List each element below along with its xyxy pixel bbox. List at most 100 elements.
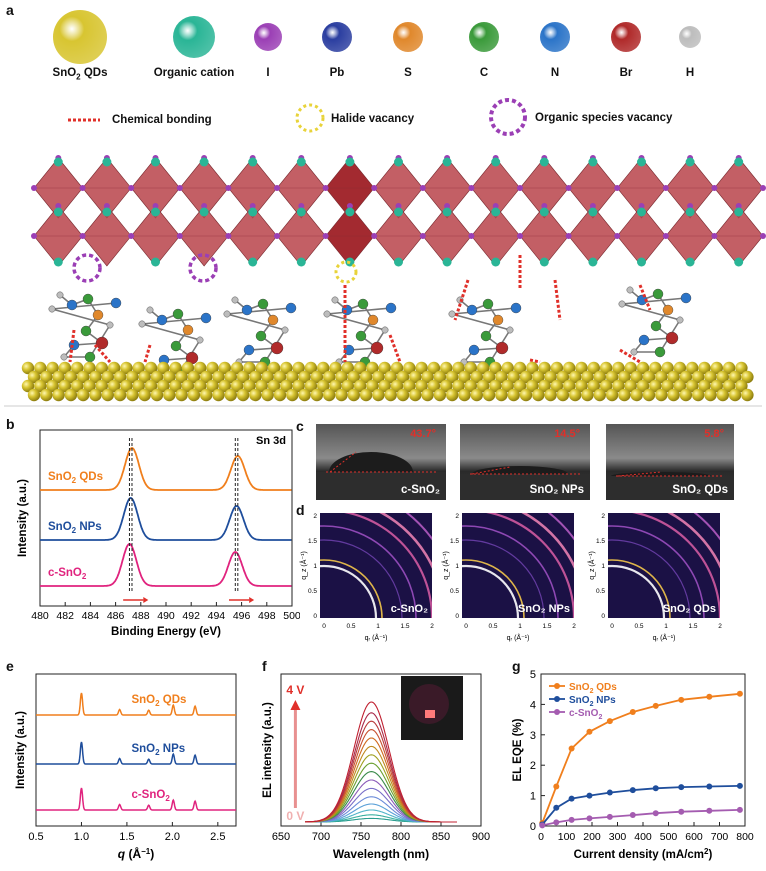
spectrum-line xyxy=(305,771,457,823)
atom-N xyxy=(510,302,522,314)
sno2-qd xyxy=(642,388,656,402)
tick-label: 2.5 xyxy=(210,831,225,843)
legend-label: S xyxy=(404,67,412,79)
sno2-qd xyxy=(310,370,324,384)
sno2-qd xyxy=(409,370,422,384)
sno2-qd xyxy=(230,379,244,393)
series-label: c-SnO2​ xyxy=(48,567,87,581)
sno2-qd xyxy=(390,379,404,393)
tick-label: 0.5 xyxy=(488,623,497,630)
sno2-qd xyxy=(507,388,520,402)
data-point xyxy=(706,783,713,790)
organic-cation xyxy=(685,157,695,167)
iodide-atom xyxy=(711,233,718,239)
organic-cation xyxy=(491,207,501,217)
atom-N xyxy=(243,344,255,356)
sno2-qd xyxy=(83,361,96,375)
tick-label: 0 xyxy=(455,613,459,620)
atom-Br xyxy=(495,341,509,355)
iodide-atom xyxy=(322,233,329,239)
tick-label: 2 xyxy=(572,623,576,630)
sno2-qd xyxy=(267,361,281,375)
legend-label: Organic cation xyxy=(153,67,235,79)
sno2-qd xyxy=(630,370,643,384)
data-point xyxy=(568,745,575,752)
organic-cation xyxy=(151,257,160,267)
sno2-qd xyxy=(716,388,729,402)
organic-cation xyxy=(394,207,403,217)
sno2-qd xyxy=(593,370,606,384)
legend-ball xyxy=(254,23,282,51)
organic-vacancy-label: Organic species vacancy xyxy=(535,112,673,124)
iodide-atom xyxy=(225,185,232,191)
chemical-bond xyxy=(638,284,652,311)
iodide-atom xyxy=(225,233,232,239)
tick-label: 1.5 xyxy=(400,623,409,630)
plot-frame xyxy=(39,429,293,607)
sno2-qd xyxy=(618,370,631,384)
panel-label-c: c xyxy=(296,418,304,434)
tick-label: 3 xyxy=(530,730,536,742)
sno2-qd xyxy=(292,361,305,375)
atom-C xyxy=(357,298,369,310)
sno2-qd xyxy=(218,379,231,393)
data-point xyxy=(706,807,713,814)
organic-cation xyxy=(442,207,452,217)
sno2-qd xyxy=(569,370,582,384)
tick-label: 0.5 xyxy=(308,588,317,595)
data-point xyxy=(539,822,546,829)
sno2-qd xyxy=(224,388,237,402)
data-point xyxy=(553,819,560,826)
sno2-qd xyxy=(95,379,109,393)
sno2-qd xyxy=(587,361,600,375)
atom-C xyxy=(355,330,367,342)
data-point xyxy=(652,785,659,792)
giwaxs-panels: c-SnO₂ 0 0.5 1 1.5 2 0 0.5 1 1.5 2 qᵣ (Å⁻¹) q_z (Å⁻¹… xyxy=(299,513,722,642)
sno2-qd xyxy=(46,379,59,393)
sno2-qd xyxy=(532,370,545,384)
atom-H xyxy=(60,353,68,361)
sno2-qd xyxy=(599,361,613,375)
sno2-qd xyxy=(384,370,397,384)
iodide-atom xyxy=(517,185,523,191)
atom-H xyxy=(506,326,514,334)
sno2-qd xyxy=(107,361,121,375)
sno2-qd xyxy=(495,388,508,402)
atom-N xyxy=(638,334,650,346)
iodide-atom xyxy=(760,185,766,191)
data-point xyxy=(606,789,613,796)
iodide-atom xyxy=(176,233,183,239)
iodide-atom xyxy=(79,233,86,239)
sno2-qd xyxy=(378,361,391,375)
sno2-qd xyxy=(618,388,631,402)
tick-label: 482 xyxy=(56,610,74,622)
sno2-qd xyxy=(286,370,299,384)
atom-S xyxy=(662,304,674,316)
y-axis-label: Intensity (a.u.) xyxy=(17,479,29,557)
sno2-qd xyxy=(323,370,336,384)
legend-marker xyxy=(554,683,560,689)
sno2-qd xyxy=(476,379,490,393)
organic-cation xyxy=(102,207,112,217)
organic-cation xyxy=(296,257,306,267)
sno2-qd xyxy=(538,379,551,393)
tick-label: 1.5 xyxy=(308,538,317,545)
tick-label: 0 xyxy=(322,623,326,630)
legend-label: H xyxy=(685,67,695,79)
chemical-bond xyxy=(68,329,76,363)
organic-cation xyxy=(248,157,258,167)
sno2-qd xyxy=(194,379,207,393)
iodide-atom xyxy=(444,203,451,209)
atom-C xyxy=(170,340,182,352)
sno2-qd xyxy=(409,388,422,402)
sno2-qd xyxy=(144,379,158,393)
iodide-atom xyxy=(662,233,669,239)
x-axis-label: Binding Energy (eV) xyxy=(111,626,221,638)
organic-vacancy xyxy=(188,253,218,283)
sno2-qd xyxy=(21,379,35,393)
organic-cation xyxy=(685,207,695,217)
sno2-qd xyxy=(452,379,465,393)
data-point xyxy=(678,696,685,703)
sno2-qd xyxy=(230,361,244,375)
tick-label: 1.5 xyxy=(119,831,134,843)
